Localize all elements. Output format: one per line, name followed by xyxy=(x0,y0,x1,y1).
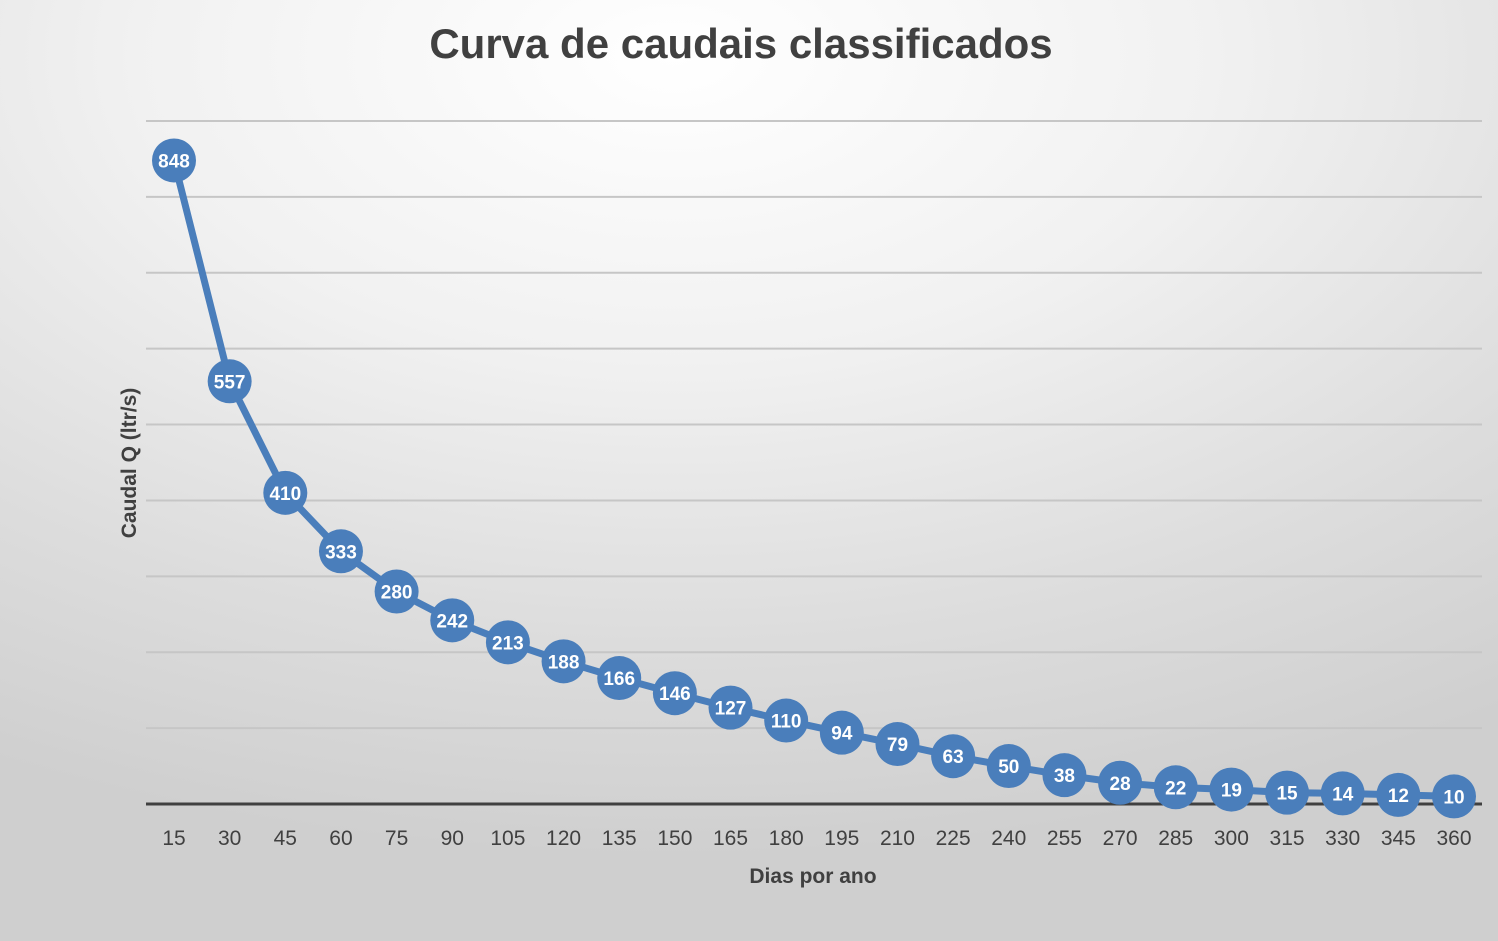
x-tick-label: 330 xyxy=(1325,827,1360,850)
data-label: 557 xyxy=(214,372,246,393)
data-label: 127 xyxy=(715,699,747,720)
data-point xyxy=(430,598,475,643)
x-tick-label: 195 xyxy=(824,827,859,850)
data-label: 28 xyxy=(1110,774,1131,795)
data-label: 146 xyxy=(659,684,691,705)
data-point xyxy=(764,698,809,743)
data-label: 166 xyxy=(603,669,635,690)
data-point xyxy=(819,710,864,755)
data-point xyxy=(541,639,586,684)
data-point xyxy=(986,744,1031,789)
x-tick-label: 120 xyxy=(546,827,581,850)
x-tick-label: 165 xyxy=(713,827,748,850)
data-point xyxy=(207,359,252,404)
data-point xyxy=(652,671,697,716)
x-tick-label: 240 xyxy=(991,827,1026,850)
y-axis-title: Caudal Q (ltr/s) xyxy=(118,388,141,539)
chart-title: Curva de caudais classificados xyxy=(429,20,1052,67)
data-label: 50 xyxy=(998,757,1019,778)
x-tick-label: 105 xyxy=(490,827,525,850)
x-tick-label: 60 xyxy=(329,827,352,850)
x-axis-title: Dias por ano xyxy=(749,865,876,888)
x-tick-label: 225 xyxy=(936,827,971,850)
data-label: 94 xyxy=(831,724,853,745)
x-tick-label: 30 xyxy=(218,827,241,850)
data-point xyxy=(1320,771,1365,816)
x-tick-label: 270 xyxy=(1103,827,1138,850)
data-point xyxy=(152,138,196,183)
data-point xyxy=(1209,767,1254,812)
data-point xyxy=(597,656,642,701)
data-point xyxy=(374,569,419,614)
x-tick-label: 255 xyxy=(1047,827,1082,850)
data-label: 333 xyxy=(325,542,357,563)
data-point xyxy=(318,529,363,574)
x-tick-label: 210 xyxy=(880,827,915,850)
data-label: 10 xyxy=(1443,787,1464,808)
x-tick-label: 285 xyxy=(1158,827,1193,850)
data-point xyxy=(1153,765,1198,810)
data-label: 15 xyxy=(1276,784,1298,805)
data-label: 22 xyxy=(1165,778,1186,799)
x-tick-label: 135 xyxy=(602,827,637,850)
data-point xyxy=(1376,772,1421,817)
data-point xyxy=(1098,760,1143,805)
series-line xyxy=(170,156,1458,800)
series-caudal: 848 557 410 333 280 242 213 188 166 146 127 110 94 79… xyxy=(152,138,1476,819)
gridlines xyxy=(146,120,1482,730)
data-label: 242 xyxy=(436,611,468,632)
x-tick-label: 75 xyxy=(385,827,408,850)
x-tick-label: 300 xyxy=(1214,827,1249,850)
data-label: 110 xyxy=(771,712,802,733)
data-point xyxy=(485,620,530,665)
data-label: 213 xyxy=(492,633,524,654)
x-tick-label: 360 xyxy=(1436,827,1471,850)
data-point xyxy=(1042,753,1087,798)
data-label: 280 xyxy=(381,583,413,604)
x-tick-label: 150 xyxy=(657,827,692,850)
x-tick-label: 345 xyxy=(1381,827,1416,850)
data-point xyxy=(708,685,753,730)
data-point xyxy=(1432,774,1476,819)
data-label: 79 xyxy=(887,735,908,756)
data-point xyxy=(875,722,920,767)
x-axis-ticks: 15 30 45 60 75 90 105 120 135 150 165 180 195 210 225 2… xyxy=(162,827,1471,850)
x-tick-label: 315 xyxy=(1270,827,1305,850)
x-tick-label: 90 xyxy=(441,827,464,850)
data-label: 19 xyxy=(1221,781,1242,802)
data-label: 188 xyxy=(548,652,580,673)
data-label: 410 xyxy=(269,484,301,505)
data-point xyxy=(931,734,976,779)
data-label: 848 xyxy=(158,151,190,172)
data-label: 63 xyxy=(943,747,964,768)
x-tick-label: 45 xyxy=(274,827,297,850)
data-label: 12 xyxy=(1388,786,1409,807)
data-label: 38 xyxy=(1054,766,1075,787)
data-label: 14 xyxy=(1332,784,1354,805)
data-point xyxy=(1265,770,1310,815)
x-tick-label: 180 xyxy=(769,827,804,850)
data-point xyxy=(263,470,308,515)
x-tick-label: 15 xyxy=(162,827,185,850)
